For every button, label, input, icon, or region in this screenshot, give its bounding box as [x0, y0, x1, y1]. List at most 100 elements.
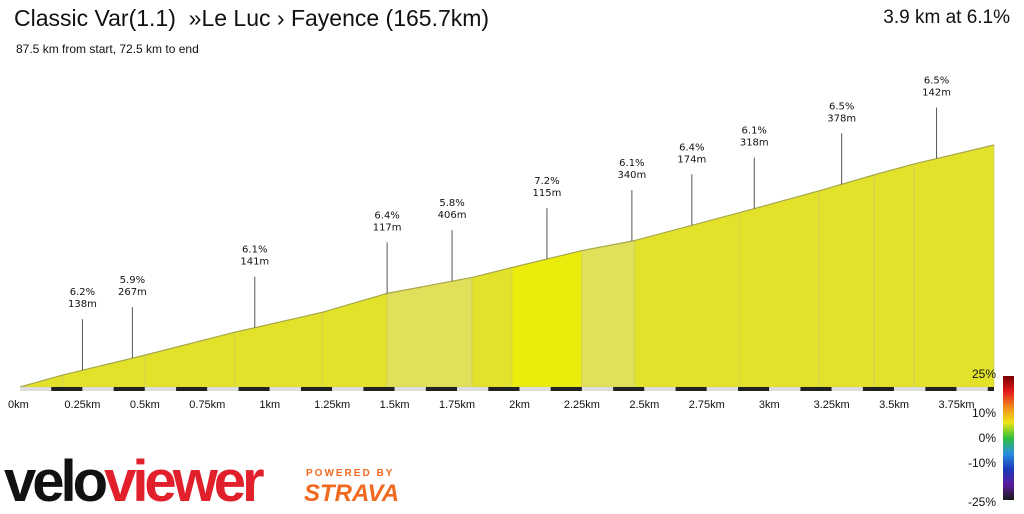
axis-bar-segment: [144, 387, 177, 391]
profile-segment-7: [511, 250, 583, 388]
annotation-length-label: 142m: [922, 88, 951, 99]
annotation-grade-label: 6.4%: [374, 210, 399, 221]
profile-segment-6: [471, 267, 513, 388]
axis-bar-segment: [987, 387, 994, 391]
legend-label: 10%: [972, 406, 996, 420]
annotation-length-label: 138m: [68, 299, 97, 310]
legend-color-bar: [1003, 376, 1014, 500]
page-subtitle: 87.5 km from start, 72.5 km to end: [16, 42, 199, 56]
x-tick-label: 2.5km: [629, 399, 659, 411]
powered-by-label: POWERED BY: [306, 468, 395, 479]
x-tick-label: 2.75km: [689, 399, 725, 411]
x-tick-label: 1km: [259, 399, 280, 411]
profile-segment-5: [386, 277, 473, 388]
profile-segment-10: [738, 190, 820, 388]
x-tick-label: 1.75km: [439, 399, 475, 411]
axis-bar-segment: [581, 387, 614, 391]
axis-bar-segment: [862, 387, 895, 391]
logo-part-velo: velo: [4, 449, 108, 514]
profile-outline: [19, 144, 995, 388]
axis-bar-segment: [675, 387, 707, 391]
x-tick-label: 1.25km: [314, 399, 350, 411]
axis-bar-segment: [925, 387, 957, 391]
veloviewer-logo: veloviewer: [4, 453, 265, 511]
x-tick-label: 2km: [509, 399, 530, 411]
profile-segments: [19, 144, 995, 388]
annotation-length-label: 141m: [240, 257, 269, 268]
x-tick-label: 2.25km: [564, 399, 600, 411]
profile-segment-2: [144, 331, 236, 388]
x-tick-label: 1.5km: [380, 399, 410, 411]
x-tick-label: 0.75km: [189, 399, 225, 411]
axis-bar-segment: [644, 387, 676, 391]
annotation-grade-label: 6.4%: [679, 142, 704, 153]
annotation-length-label: 406m: [438, 210, 467, 221]
profile-segment-12: [873, 163, 915, 388]
x-tick-label: 3.25km: [814, 399, 850, 411]
legend-label: -10%: [968, 456, 996, 470]
axis-bar-segment: [457, 387, 489, 391]
axis-bar-segment: [706, 387, 739, 391]
profile-top-line: [19, 144, 995, 388]
profile-segment-3: [234, 311, 323, 388]
annotation-grade-label: 6.2%: [70, 287, 95, 298]
profile-segment-1: [62, 354, 146, 388]
legend-label: 25%: [972, 367, 996, 381]
annotation-grade-label: 6.5%: [924, 76, 949, 87]
annotation-grade-label: 6.1%: [242, 245, 267, 256]
annotation-length-label: 174m: [677, 154, 706, 165]
axis-bar-segment: [738, 387, 770, 391]
x-axis: [20, 387, 994, 391]
axis-bar-segment: [269, 387, 301, 391]
axis-bar-segment: [300, 387, 333, 391]
x-tick-label: 0.5km: [130, 399, 160, 411]
axis-bar-segment: [488, 387, 520, 391]
axis-bar-segment: [51, 387, 83, 391]
profile-segment-9: [634, 212, 740, 388]
axis-bar-segment: [82, 387, 114, 391]
x-tick-labels: 0km 0.25km 0.5km 0.75km 1km 1.25km 1.5km 1.75km…: [8, 399, 975, 411]
annotation-grade-label: 6.5%: [829, 101, 854, 112]
axis-bar-segment: [831, 387, 863, 391]
axis-bar-segment: [20, 387, 52, 391]
axis-bar-segment: [394, 387, 426, 391]
legend-label: 0%: [979, 431, 997, 445]
annotation-length-label: 267m: [118, 287, 147, 298]
annotation-length-label: 318m: [740, 138, 769, 149]
axis-bar-segment: [519, 387, 551, 391]
strava-logo: STRAVA: [304, 480, 400, 507]
x-tick-label: 0km: [8, 399, 29, 411]
x-tick-label: 3.5km: [879, 399, 909, 411]
x-tick-label: 0.25km: [64, 399, 100, 411]
profile-segment-11: [818, 174, 875, 388]
gradient-annotations: 6.2%138m5.9%267m6.1%141m6.4%117m5.8%406m…: [68, 76, 951, 371]
axis-bar-segment: [113, 387, 145, 391]
axis-bar-segment: [363, 387, 395, 391]
axis-bar-segment: [769, 387, 801, 391]
gradient-legend: 25% 10% 0% -10% -25%: [968, 367, 1014, 509]
axis-bar-segment: [613, 387, 645, 391]
annotation-length-label: 117m: [373, 222, 402, 233]
axis-bar-segment: [238, 387, 270, 391]
annotation-length-label: 115m: [533, 188, 562, 199]
axis-bar-segment: [956, 387, 988, 391]
annotation-grade-label: 6.1%: [742, 126, 767, 137]
axis-bar-segment: [550, 387, 582, 391]
annotation-grade-label: 5.9%: [120, 275, 145, 286]
climb-summary: 3.9 km at 6.1%: [883, 7, 1010, 28]
axis-bar-segment: [425, 387, 458, 391]
page-title: Classic Var(1.1) »Le Luc › Fayence (165.…: [14, 5, 490, 31]
annotation-length-label: 340m: [617, 170, 646, 181]
axis-bar-segment: [894, 387, 926, 391]
profile-segment-13: [913, 144, 995, 388]
axis-bar-segment: [207, 387, 239, 391]
x-tick-label: 3km: [759, 399, 780, 411]
logo-part-viewer: viewer: [104, 449, 265, 514]
axis-bar-segment: [332, 387, 364, 391]
x-tick-label: 3.75km: [938, 399, 974, 411]
annotation-grade-label: 7.2%: [534, 176, 559, 187]
axis-bar-segment: [176, 387, 208, 391]
profile-segment-4: [321, 292, 388, 388]
legend-label: -25%: [968, 495, 996, 509]
